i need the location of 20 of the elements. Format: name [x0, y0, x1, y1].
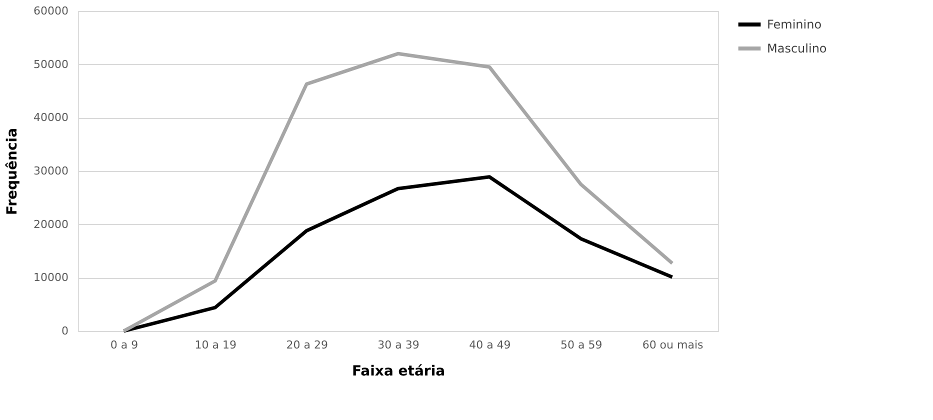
y-tick-label: 0 — [62, 324, 68, 338]
x-axis-title: Faixa etária — [352, 364, 446, 380]
x-tick-label: 20 a 29 — [286, 338, 328, 352]
y-tick-label: 50000 — [34, 58, 68, 71]
legend-label: Masculino — [767, 42, 827, 56]
x-tick-label: 30 a 39 — [378, 338, 420, 352]
x-tick-label: 50 a 59 — [560, 338, 602, 352]
y-tick-label: 10000 — [34, 271, 68, 284]
line-series — [122, 52, 674, 333]
line-series — [122, 175, 674, 333]
x-tick-label: 0 a 9 — [110, 338, 138, 352]
y-tick-label: 60000 — [34, 4, 68, 18]
legend-label: Feminino — [767, 18, 822, 32]
y-axis-title: Frequência — [4, 128, 21, 216]
y-tick-label: 20000 — [34, 218, 68, 231]
x-tick-label: 40 a 49 — [469, 338, 511, 352]
y-tick-label: 30000 — [34, 164, 68, 178]
x-tick-label: 10 a 19 — [194, 338, 237, 352]
x-tick-label: 60 ou mais — [642, 338, 704, 352]
y-tick-label: 40000 — [34, 111, 68, 124]
